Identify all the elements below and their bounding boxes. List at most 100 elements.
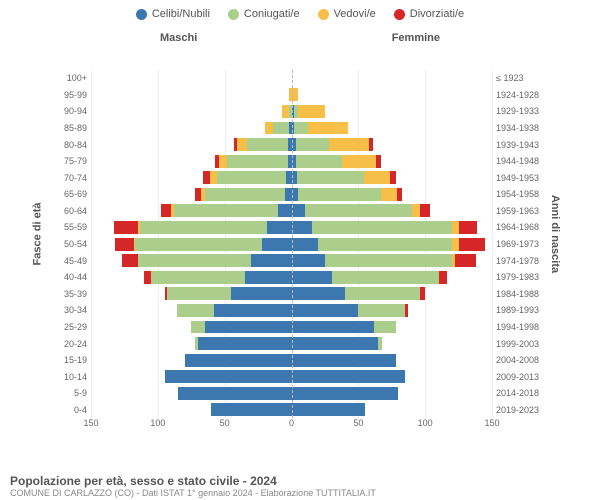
pyramid-row: 10-142009-2013 bbox=[55, 368, 540, 385]
seg bbox=[420, 204, 431, 217]
seg bbox=[397, 188, 402, 201]
seg bbox=[308, 122, 348, 135]
bar-male bbox=[91, 368, 292, 385]
seg bbox=[292, 321, 375, 334]
seg bbox=[219, 155, 227, 168]
bar-female bbox=[292, 402, 493, 419]
bar-male bbox=[91, 219, 292, 236]
seg bbox=[285, 188, 292, 201]
seg bbox=[420, 287, 425, 300]
x-tick: 150 bbox=[484, 418, 499, 428]
year-tick: 1934-1938 bbox=[492, 123, 540, 133]
legend-dot bbox=[228, 9, 239, 20]
bar-female bbox=[292, 203, 493, 220]
seg bbox=[177, 304, 214, 317]
pyramid-row: 25-291994-1998 bbox=[55, 319, 540, 336]
seg bbox=[342, 155, 375, 168]
bar-female bbox=[292, 120, 493, 137]
seg bbox=[294, 122, 307, 135]
seg bbox=[161, 204, 172, 217]
seg bbox=[292, 188, 299, 201]
x-tick: 50 bbox=[353, 418, 363, 428]
pyramid-row: 80-841939-1943 bbox=[55, 136, 540, 153]
seg bbox=[282, 105, 289, 118]
seg bbox=[114, 221, 138, 234]
pyramid-row: 15-192004-2008 bbox=[55, 352, 540, 369]
pyramid-row: 0-42019-2023 bbox=[55, 402, 540, 419]
seg bbox=[292, 304, 359, 317]
seg bbox=[262, 238, 291, 251]
bar-female bbox=[292, 87, 493, 104]
seg bbox=[251, 254, 291, 267]
seg bbox=[381, 188, 397, 201]
pyramid-row: 70-74 1949-1953 bbox=[55, 169, 540, 186]
footer-title: Popolazione per età, sesso e stato civil… bbox=[10, 474, 590, 488]
pyramid-row: 40-441979-1983 bbox=[55, 269, 540, 286]
year-tick: 1949-1953 bbox=[492, 173, 540, 183]
pyramid-row: 35-391984-1988 bbox=[55, 286, 540, 303]
seg bbox=[439, 271, 447, 284]
legend-label: Celibi/Nubili bbox=[152, 8, 210, 20]
seg bbox=[459, 221, 478, 234]
seg bbox=[265, 122, 273, 135]
bar-female bbox=[292, 352, 493, 369]
age-tick: 90-94 bbox=[55, 106, 91, 116]
age-tick: 0-4 bbox=[55, 405, 91, 415]
seg bbox=[247, 138, 287, 151]
age-tick: 10-14 bbox=[55, 372, 91, 382]
seg bbox=[332, 271, 439, 284]
footer-subtitle: COMUNE DI CARLAZZO (CO) - Dati ISTAT 1° … bbox=[10, 488, 590, 498]
seg bbox=[376, 155, 381, 168]
bar-male bbox=[91, 87, 292, 104]
seg bbox=[292, 254, 325, 267]
legend-dot bbox=[394, 9, 405, 20]
seg bbox=[278, 204, 291, 217]
age-tick: 40-44 bbox=[55, 272, 91, 282]
seg bbox=[345, 287, 420, 300]
seg bbox=[292, 337, 379, 350]
age-tick: 25-29 bbox=[55, 322, 91, 332]
seg bbox=[459, 238, 486, 251]
seg bbox=[318, 238, 452, 251]
legend-dot bbox=[318, 9, 329, 20]
seg bbox=[298, 188, 381, 201]
chart-rows: 100+≤ 192395-991924-192890-941929-193385… bbox=[55, 70, 540, 418]
age-tick: 50-54 bbox=[55, 239, 91, 249]
age-tick: 65-69 bbox=[55, 189, 91, 199]
seg bbox=[412, 204, 420, 217]
legend-item: Coniugati/e bbox=[228, 8, 300, 20]
seg bbox=[151, 271, 245, 284]
seg bbox=[138, 254, 252, 267]
age-tick: 80-84 bbox=[55, 140, 91, 150]
seg bbox=[245, 271, 292, 284]
bar-female bbox=[292, 236, 493, 253]
center-line bbox=[292, 70, 293, 418]
bar-female bbox=[292, 186, 493, 203]
x-axis: 15010050050100150 bbox=[91, 418, 492, 432]
bar-female bbox=[292, 269, 493, 286]
pyramid-row: 60-641959-1963 bbox=[55, 203, 540, 220]
legend-label: Coniugati/e bbox=[244, 8, 300, 20]
age-tick: 30-34 bbox=[55, 305, 91, 315]
seg bbox=[231, 287, 291, 300]
year-tick: 1959-1963 bbox=[492, 206, 540, 216]
x-tick: 100 bbox=[418, 418, 433, 428]
pyramid-row: 95-991924-1928 bbox=[55, 87, 540, 104]
bar-female bbox=[292, 219, 493, 236]
bar-male bbox=[91, 252, 292, 269]
seg bbox=[369, 138, 373, 151]
age-tick: 70-74 bbox=[55, 173, 91, 183]
bar-female bbox=[292, 385, 493, 402]
bar-male bbox=[91, 319, 292, 336]
seg bbox=[191, 321, 204, 334]
seg bbox=[211, 403, 291, 416]
bar-female bbox=[292, 368, 493, 385]
age-tick: 85-89 bbox=[55, 123, 91, 133]
year-tick: 1974-1978 bbox=[492, 256, 540, 266]
pyramid-row: 5-92014-2018 bbox=[55, 385, 540, 402]
age-tick: 20-24 bbox=[55, 339, 91, 349]
legend-dot bbox=[136, 9, 147, 20]
bar-male bbox=[91, 385, 292, 402]
bar-female bbox=[292, 335, 493, 352]
seg bbox=[329, 138, 369, 151]
